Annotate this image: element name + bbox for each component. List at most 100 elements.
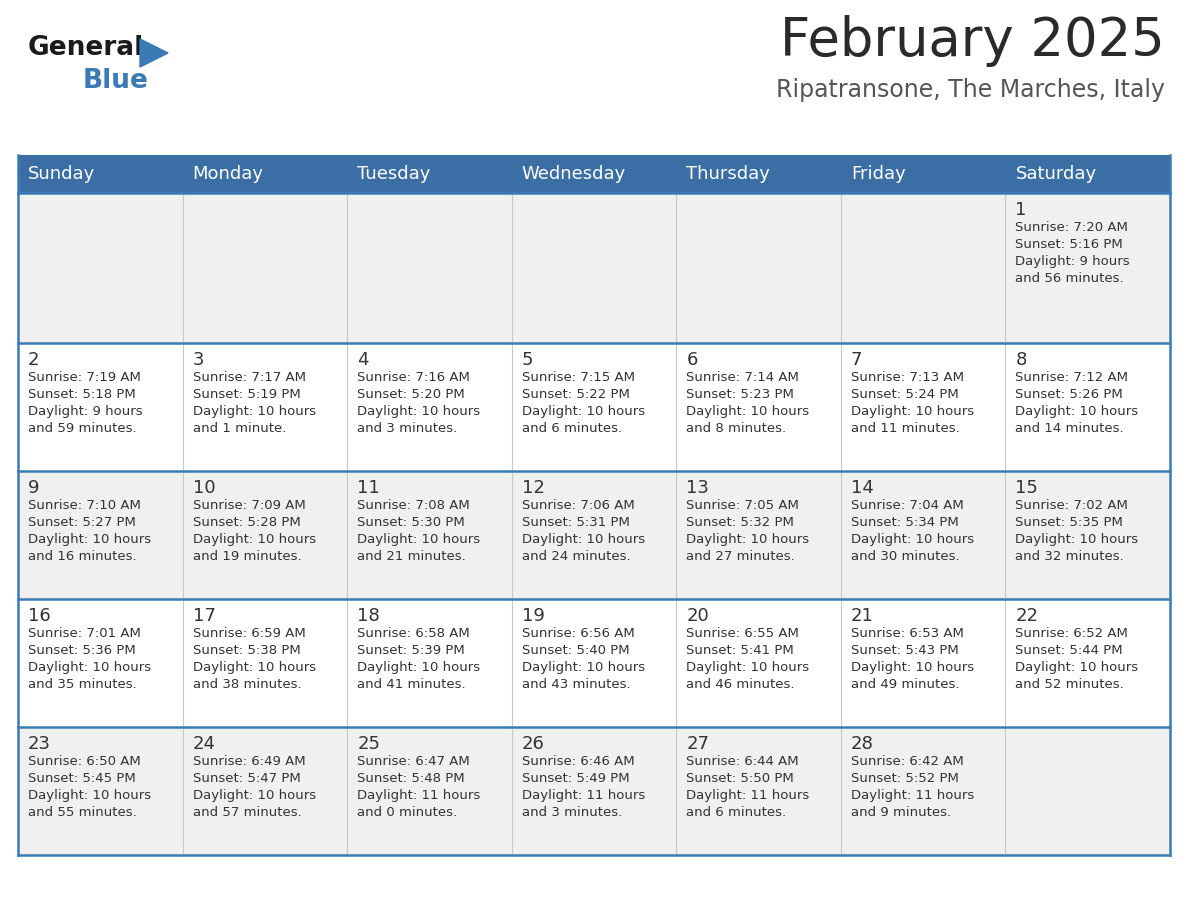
Text: Sunrise: 6:53 AM: Sunrise: 6:53 AM (851, 627, 963, 640)
Bar (676, 343, 841, 471)
Text: Daylight: 10 hours: Daylight: 10 hours (851, 661, 974, 674)
Bar (512, 193, 676, 343)
Text: Sunrise: 7:16 AM: Sunrise: 7:16 AM (358, 371, 470, 384)
Text: Sunrise: 6:55 AM: Sunrise: 6:55 AM (687, 627, 800, 640)
Text: 4: 4 (358, 351, 368, 369)
Bar (347, 155, 512, 193)
Text: Daylight: 9 hours: Daylight: 9 hours (29, 405, 143, 418)
Text: Sunrise: 6:46 AM: Sunrise: 6:46 AM (522, 755, 634, 768)
Text: Sunset: 5:39 PM: Sunset: 5:39 PM (358, 644, 465, 657)
Text: 19: 19 (522, 607, 544, 625)
Text: Daylight: 10 hours: Daylight: 10 hours (358, 661, 480, 674)
Text: Sunset: 5:47 PM: Sunset: 5:47 PM (192, 772, 301, 785)
Bar (347, 599, 512, 727)
Bar (512, 599, 676, 727)
Text: Sunset: 5:50 PM: Sunset: 5:50 PM (687, 772, 794, 785)
Text: 21: 21 (851, 607, 873, 625)
Text: Sunset: 5:19 PM: Sunset: 5:19 PM (192, 388, 301, 401)
Bar (841, 343, 1005, 471)
Bar (183, 599, 347, 727)
Text: Sunrise: 7:13 AM: Sunrise: 7:13 AM (851, 371, 963, 384)
Text: Daylight: 10 hours: Daylight: 10 hours (522, 661, 645, 674)
Text: Sunset: 5:43 PM: Sunset: 5:43 PM (851, 644, 959, 657)
Bar (841, 727, 1005, 855)
Text: and 1 minute.: and 1 minute. (192, 422, 286, 435)
Text: 18: 18 (358, 607, 380, 625)
Text: 23: 23 (29, 735, 51, 753)
Text: 27: 27 (687, 735, 709, 753)
Text: Sunrise: 7:17 AM: Sunrise: 7:17 AM (192, 371, 305, 384)
Bar (1005, 343, 1170, 471)
Text: Sunrise: 6:52 AM: Sunrise: 6:52 AM (1016, 627, 1129, 640)
Bar (18, 727, 183, 855)
Text: Sunrise: 7:10 AM: Sunrise: 7:10 AM (29, 499, 141, 512)
Text: 25: 25 (358, 735, 380, 753)
Text: Ripatransone, The Marches, Italy: Ripatransone, The Marches, Italy (776, 78, 1165, 102)
Text: 14: 14 (851, 479, 873, 497)
Text: Daylight: 10 hours: Daylight: 10 hours (1016, 533, 1138, 546)
Bar (347, 727, 512, 855)
Text: 15: 15 (1016, 479, 1038, 497)
Text: and 3 minutes.: and 3 minutes. (358, 422, 457, 435)
Bar (18, 155, 183, 193)
Text: and 19 minutes.: and 19 minutes. (192, 550, 302, 563)
Text: Daylight: 10 hours: Daylight: 10 hours (851, 405, 974, 418)
Text: Daylight: 11 hours: Daylight: 11 hours (851, 789, 974, 802)
Text: Sunrise: 7:09 AM: Sunrise: 7:09 AM (192, 499, 305, 512)
Text: Sunrise: 7:05 AM: Sunrise: 7:05 AM (687, 499, 800, 512)
Text: Sunset: 5:40 PM: Sunset: 5:40 PM (522, 644, 630, 657)
Text: Daylight: 10 hours: Daylight: 10 hours (358, 405, 480, 418)
Text: Sunrise: 7:12 AM: Sunrise: 7:12 AM (1016, 371, 1129, 384)
Bar (183, 193, 347, 343)
Bar (676, 471, 841, 599)
Bar (841, 599, 1005, 727)
Text: Sunset: 5:16 PM: Sunset: 5:16 PM (1016, 238, 1123, 251)
Text: and 49 minutes.: and 49 minutes. (851, 678, 960, 691)
Text: Daylight: 10 hours: Daylight: 10 hours (522, 533, 645, 546)
Text: and 9 minutes.: and 9 minutes. (851, 806, 950, 819)
Text: Sunrise: 7:01 AM: Sunrise: 7:01 AM (29, 627, 141, 640)
Text: Wednesday: Wednesday (522, 165, 626, 183)
Text: and 59 minutes.: and 59 minutes. (29, 422, 137, 435)
Text: Daylight: 9 hours: Daylight: 9 hours (1016, 255, 1130, 268)
Text: Daylight: 10 hours: Daylight: 10 hours (687, 661, 809, 674)
Bar (18, 599, 183, 727)
Text: Daylight: 10 hours: Daylight: 10 hours (358, 533, 480, 546)
Text: Daylight: 10 hours: Daylight: 10 hours (192, 533, 316, 546)
Text: and 3 minutes.: and 3 minutes. (522, 806, 623, 819)
Text: Daylight: 10 hours: Daylight: 10 hours (29, 533, 151, 546)
Bar (347, 343, 512, 471)
Text: Daylight: 10 hours: Daylight: 10 hours (29, 661, 151, 674)
Text: Sunday: Sunday (29, 165, 95, 183)
Text: Sunset: 5:52 PM: Sunset: 5:52 PM (851, 772, 959, 785)
Text: Sunset: 5:49 PM: Sunset: 5:49 PM (522, 772, 630, 785)
Text: Sunrise: 7:08 AM: Sunrise: 7:08 AM (358, 499, 470, 512)
Text: Daylight: 10 hours: Daylight: 10 hours (687, 405, 809, 418)
Text: and 57 minutes.: and 57 minutes. (192, 806, 302, 819)
Text: Sunset: 5:48 PM: Sunset: 5:48 PM (358, 772, 465, 785)
Text: and 32 minutes.: and 32 minutes. (1016, 550, 1124, 563)
Text: Sunset: 5:20 PM: Sunset: 5:20 PM (358, 388, 465, 401)
Text: Sunset: 5:28 PM: Sunset: 5:28 PM (192, 516, 301, 529)
Text: Sunset: 5:30 PM: Sunset: 5:30 PM (358, 516, 465, 529)
Text: Sunset: 5:18 PM: Sunset: 5:18 PM (29, 388, 135, 401)
Text: and 55 minutes.: and 55 minutes. (29, 806, 137, 819)
Bar (347, 471, 512, 599)
Text: Sunset: 5:35 PM: Sunset: 5:35 PM (1016, 516, 1124, 529)
Bar (1005, 155, 1170, 193)
Bar (1005, 471, 1170, 599)
Bar (676, 727, 841, 855)
Text: General: General (29, 35, 144, 61)
Text: Friday: Friday (851, 165, 905, 183)
Bar (676, 599, 841, 727)
Text: 1: 1 (1016, 201, 1026, 219)
Text: and 8 minutes.: and 8 minutes. (687, 422, 786, 435)
Text: and 52 minutes.: and 52 minutes. (1016, 678, 1124, 691)
Text: and 27 minutes.: and 27 minutes. (687, 550, 795, 563)
Bar (841, 193, 1005, 343)
Bar (676, 193, 841, 343)
Text: Monday: Monday (192, 165, 264, 183)
Text: Sunrise: 6:56 AM: Sunrise: 6:56 AM (522, 627, 634, 640)
Text: Daylight: 10 hours: Daylight: 10 hours (192, 661, 316, 674)
Text: 9: 9 (29, 479, 39, 497)
